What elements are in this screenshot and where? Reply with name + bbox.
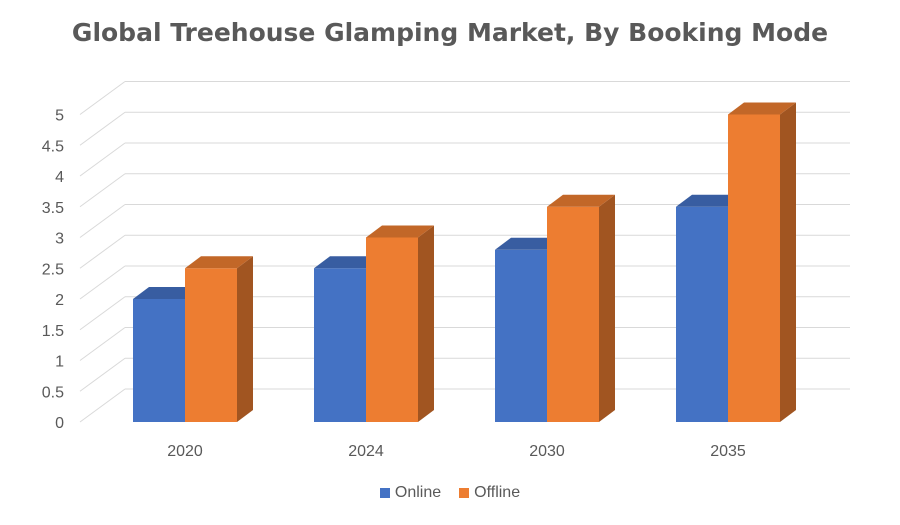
y-tick-label: 4.5: [42, 138, 64, 155]
bar-front: [676, 206, 728, 422]
legend-swatch: [379, 488, 390, 498]
bar-offline-2030: [547, 194, 615, 422]
x-tick-label: 2024: [348, 443, 384, 460]
bar-top: [314, 256, 382, 269]
gridline-diagonal: [79, 327, 126, 361]
bar-side: [599, 194, 615, 422]
bar-top: [676, 194, 744, 207]
bar-front: [495, 249, 547, 422]
bar-offline-2035: [728, 102, 796, 422]
legend-item-offline: Offline: [459, 484, 520, 502]
y-tick-label: 1.5: [42, 323, 64, 340]
bar-top: [547, 194, 615, 207]
bar-side: [418, 225, 434, 422]
bar-offline-2024: [366, 225, 434, 422]
y-tick-label: 0: [55, 415, 64, 432]
chart-title: Global Treehouse Glamping Market, By Boo…: [71, 18, 829, 47]
y-tick-label: 1: [55, 354, 64, 371]
bar-front: [185, 268, 237, 422]
gridline-diagonal: [79, 234, 126, 269]
bar-offline-2020: [185, 256, 253, 422]
bar-side: [237, 256, 253, 422]
y-tick-label: 0.5: [42, 384, 64, 401]
bar-front: [366, 237, 418, 422]
y-tick-label: 5: [55, 108, 64, 125]
bar-top: [728, 102, 796, 115]
gridline-diagonal: [79, 204, 126, 238]
gridline-diagonal: [79, 296, 126, 331]
gridline-diagonal: [79, 173, 126, 208]
gridline-diagonal: [79, 265, 126, 300]
x-tick-label: 2030: [529, 443, 565, 460]
y-tick-label: 3.5: [42, 200, 64, 217]
bar-front: [314, 268, 366, 422]
bar-top: [185, 256, 253, 269]
y-tick-label: 3: [55, 231, 64, 248]
x-tick-label: 2035: [710, 443, 746, 460]
legend-item-online: Online: [379, 484, 442, 502]
legend-label: Online: [394, 484, 442, 501]
x-tick-label: 2020: [167, 443, 203, 460]
legend-swatch: [459, 488, 470, 498]
legend: Online Offline: [0, 484, 900, 502]
bar-side: [780, 102, 796, 422]
gridline-diagonal: [79, 388, 126, 423]
gridline-diagonal: [79, 142, 126, 177]
y-tick-label: 2: [55, 292, 64, 309]
gridline-diagonal: [79, 111, 126, 146]
gridline-diagonal: [79, 357, 126, 392]
bar-front: [728, 114, 780, 422]
bar-top: [133, 287, 201, 299]
y-tick-label: 2.5: [42, 261, 64, 278]
bar-top: [366, 225, 434, 238]
bar-front: [133, 299, 185, 422]
bar-front: [547, 206, 599, 422]
gridline-diagonal: [79, 81, 126, 115]
legend-label: Offline: [474, 484, 521, 501]
bar-top: [495, 237, 563, 250]
y-tick-label: 4: [55, 169, 64, 186]
